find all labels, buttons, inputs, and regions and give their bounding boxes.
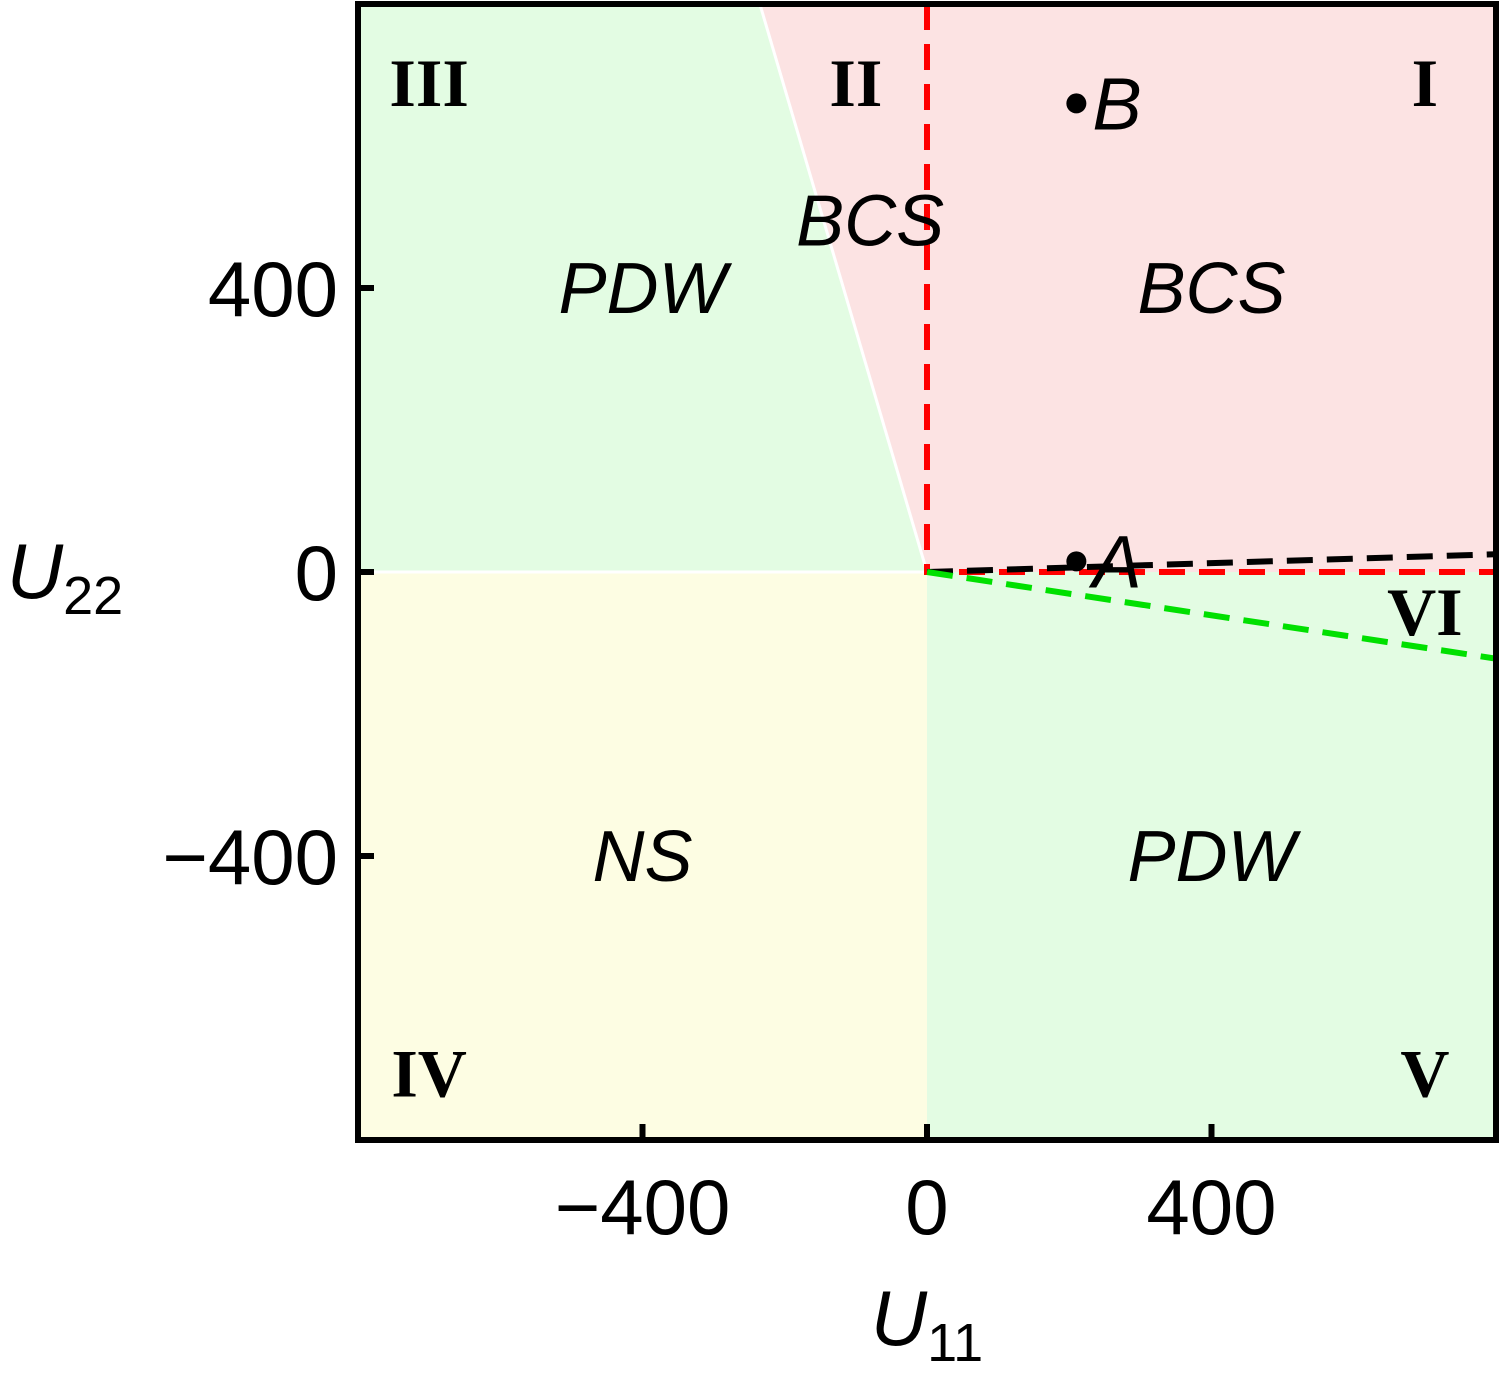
phase-boundaries [358,4,1496,662]
region-number-iii: III [389,45,468,121]
phase-label-pdw-0: PDW [559,249,733,329]
axis-ticks: −400 0 400 400 0 −400 [162,245,1276,1251]
y-axis-title: U22 [7,527,123,626]
point-b-marker [1066,93,1087,114]
point-a-marker [1066,551,1087,572]
point-a-label: A [1088,520,1141,603]
region-number-iv: IV [391,1036,467,1112]
phase-label-bcs-1: BCS [796,182,944,262]
x-tick-label-1: 0 [905,1163,948,1251]
x-tick-label-2: 400 [1146,1163,1276,1251]
x-axis-title-base: U [871,1274,928,1362]
region-number-vi: VI [1387,574,1463,650]
region-pdw-0 [358,4,927,572]
y-axis-title-base: U [7,527,64,615]
x-axis-title-sub: 11 [927,1313,983,1373]
region-number-i: I [1412,45,1438,121]
phase-label-ns-3: NS [592,817,692,897]
phase-label-pdw-4: PDW [1128,817,1302,897]
y-tick-label-1: 0 [295,529,338,617]
boundary-line-3 [926,551,1496,575]
region-number-v: V [1400,1036,1449,1112]
phase-regions [358,4,1496,1140]
region-number-ii: II [829,45,882,121]
region-ns-2 [358,572,927,1140]
phase-label-bcs-2: BCS [1137,249,1285,329]
region-pdw-3 [927,572,1496,1140]
x-axis-title: U11 [871,1274,983,1373]
point-b-label: B [1092,62,1141,145]
y-tick-label-2: −400 [162,813,338,901]
data-points: AB [1066,62,1142,603]
region-bcs-1 [759,4,1496,572]
y-axis-title-sub: 22 [63,566,123,626]
boundary-line-0 [758,4,929,573]
x-tick-label-0: −400 [555,1163,731,1251]
y-tick-label-0: 400 [208,245,338,333]
boundary-line-4 [926,569,1496,662]
